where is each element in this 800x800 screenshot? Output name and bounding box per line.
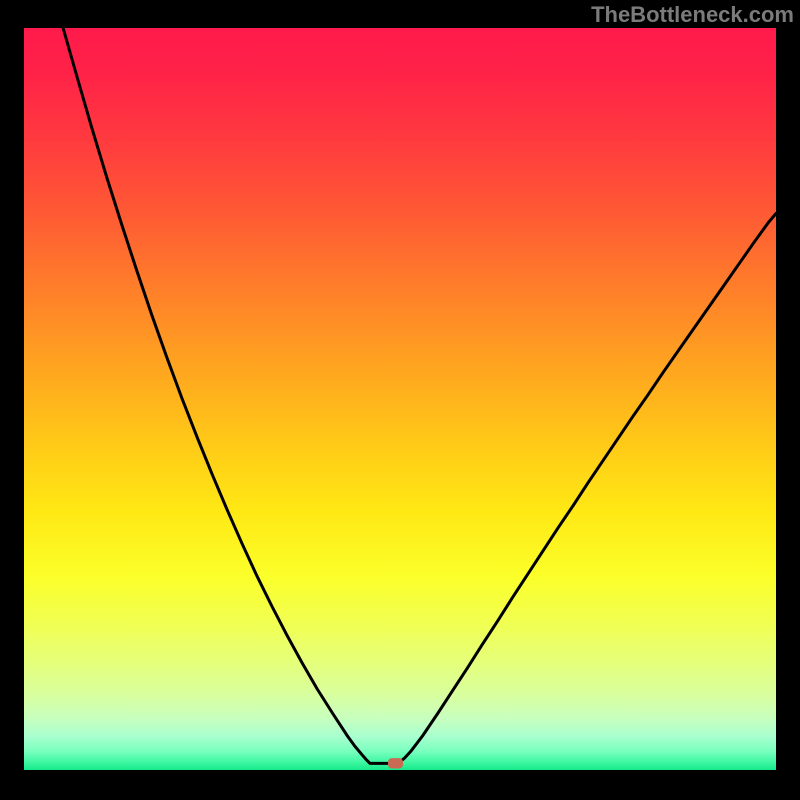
chart-background — [24, 28, 776, 770]
optimal-point-marker — [388, 758, 403, 768]
bottleneck-chart — [0, 0, 800, 800]
